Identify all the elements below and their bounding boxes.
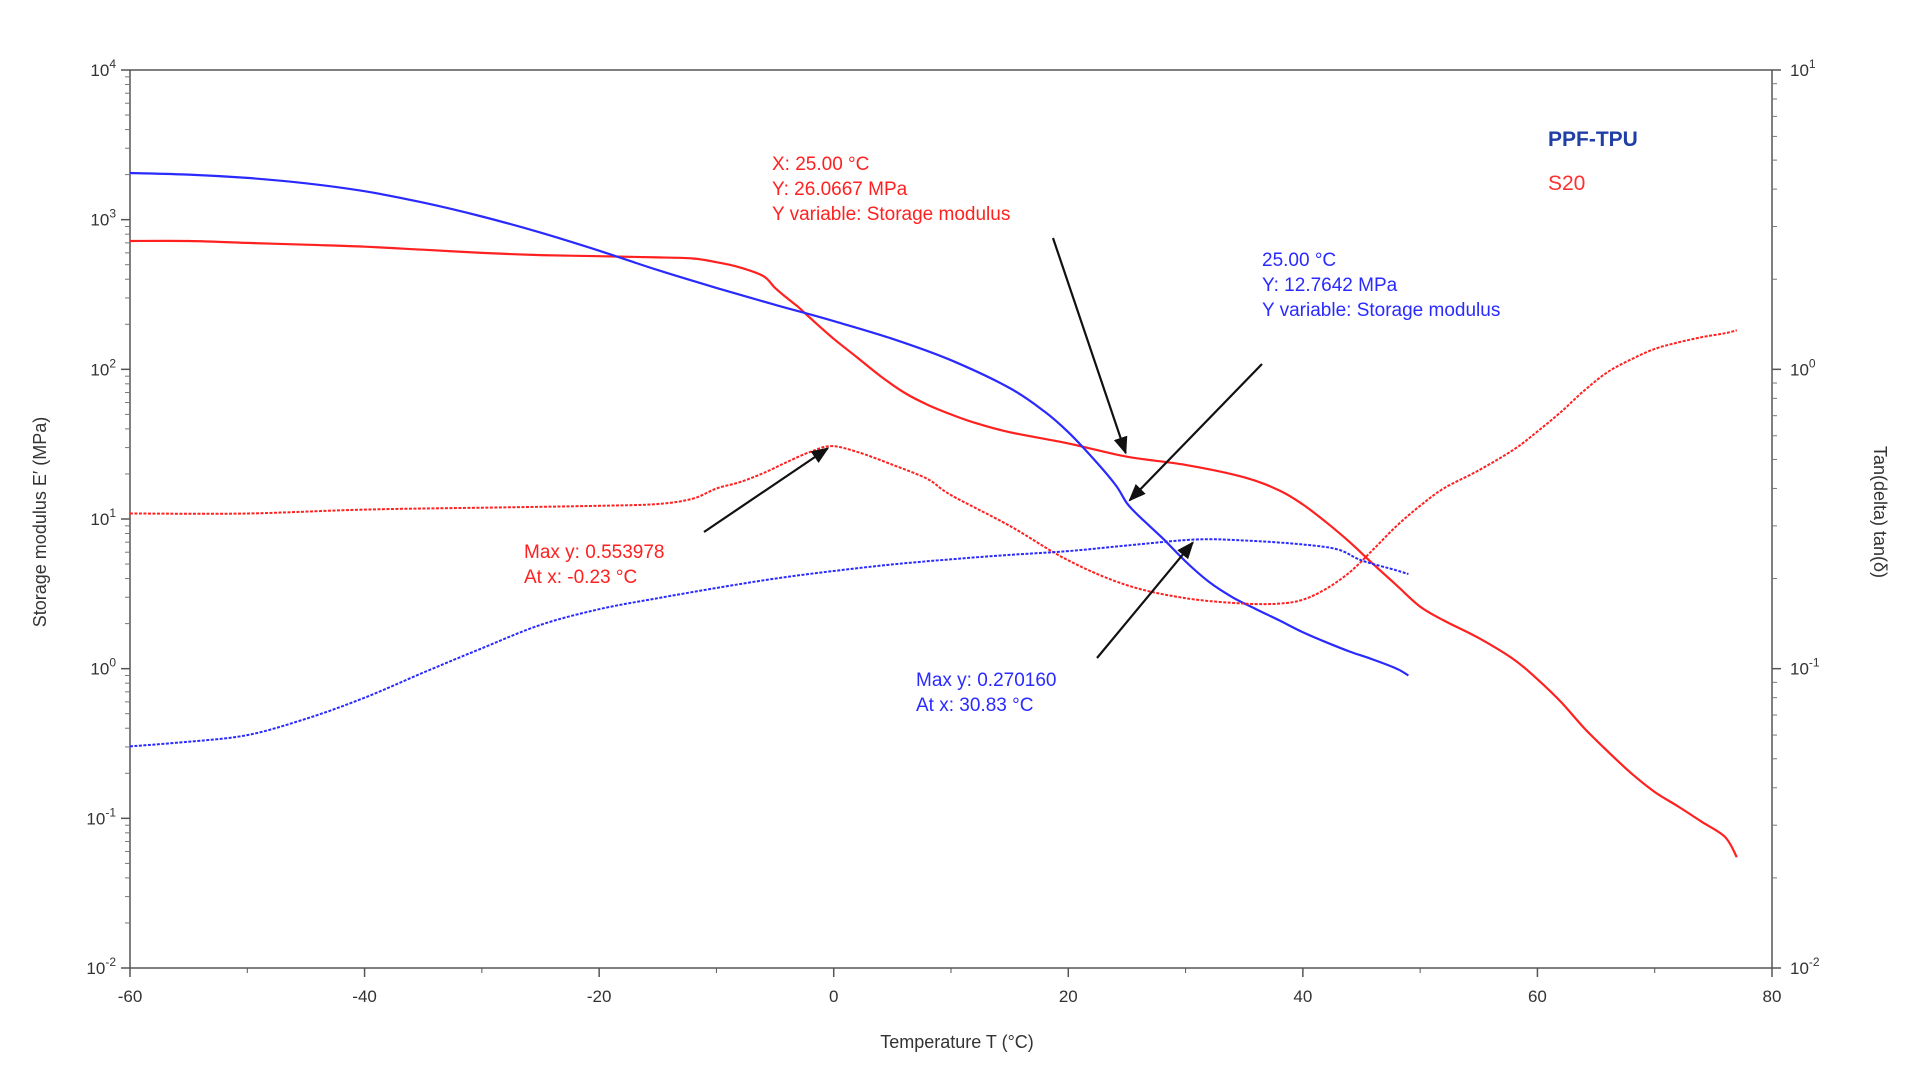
annotation-s20-tan-max: Max y: 0.553978 At x: -0.23 °C (524, 542, 664, 588)
annotation-line: At x: 30.83 °C (916, 695, 1033, 716)
y-axis-right-title: Tan(delta) tan(δ) (1870, 446, 1890, 578)
y-tick-label: 103 (90, 207, 116, 230)
x-tick-label: -60 (118, 987, 143, 1006)
y-tick-label: 10-1 (1790, 656, 1820, 679)
y-tick-label: 10-2 (86, 955, 116, 978)
x-tick-label: 20 (1059, 987, 1078, 1006)
x-tick-label: -40 (352, 987, 377, 1006)
series-ppf-storage (129, 171, 1409, 677)
y-axis-left: 10-2 10-1 100 101 102 103 104 (86, 57, 130, 978)
annotation-line: Max y: 0.270160 (916, 670, 1056, 691)
annotation-line: Y variable: Storage modulus (1262, 300, 1500, 321)
x-tick-label: -20 (587, 987, 612, 1006)
annotation-line: X: 25.00 °C (772, 154, 869, 175)
y-tick-label: 100 (1790, 356, 1816, 379)
annotation-arrow (1096, 541, 1194, 659)
x-axis: -60 -40 -20 0 20 40 60 80 (118, 968, 1782, 1006)
y-tick-label: 101 (90, 506, 116, 529)
annotation-line: At x: -0.23 °C (524, 567, 637, 588)
series-ppf-tan (129, 538, 1409, 748)
series-layer (129, 171, 1738, 858)
annotation-ppf-tan-max: Max y: 0.270160 At x: 30.83 °C (916, 670, 1056, 716)
x-tick-label: 80 (1763, 987, 1782, 1006)
y-tick-label: 102 (90, 356, 116, 379)
x-tick-label: 0 (829, 987, 838, 1006)
arrow-layer (703, 237, 1263, 659)
annotation-s20-storage: X: 25.00 °C Y: 26.0667 MPa Y variable: S… (772, 154, 1010, 225)
annotation-line: Y variable: Storage modulus (772, 204, 1010, 225)
series-s20-storage (129, 239, 1738, 858)
annotation-arrow (703, 447, 830, 533)
annotation-arrow (1051, 237, 1128, 455)
y-tick-label: 100 (90, 656, 116, 679)
x-tick-label: 40 (1293, 987, 1312, 1006)
y-axis-left-title: Storage modulus E′ (MPa) (30, 417, 50, 627)
series-s20-tan (129, 329, 1738, 606)
annotation-line: Max y: 0.553978 (524, 542, 664, 563)
annotation-line: 25.00 °C (1262, 250, 1336, 271)
x-axis-title: Temperature T (°C) (880, 1032, 1034, 1052)
y-tick-label: 10-2 (1790, 955, 1820, 978)
annotation-line: Y: 26.0667 MPa (772, 179, 908, 200)
y-axis-right: 10-2 10-1 100 101 (1772, 57, 1820, 978)
y-tick-label: 10-1 (86, 805, 116, 828)
x-tick-label: 60 (1528, 987, 1547, 1006)
annotation-arrow (1128, 363, 1263, 502)
y-tick-label: 101 (1790, 57, 1816, 80)
y-tick-label: 104 (90, 57, 116, 80)
annotation-line: Y: 12.7642 MPa (1262, 275, 1398, 296)
legend-ppf-tpu: PPF-TPU (1548, 128, 1638, 151)
annotation-ppf-storage: 25.00 °C Y: 12.7642 MPa Y variable: Stor… (1262, 250, 1500, 321)
legend-s20: S20 (1548, 172, 1585, 195)
